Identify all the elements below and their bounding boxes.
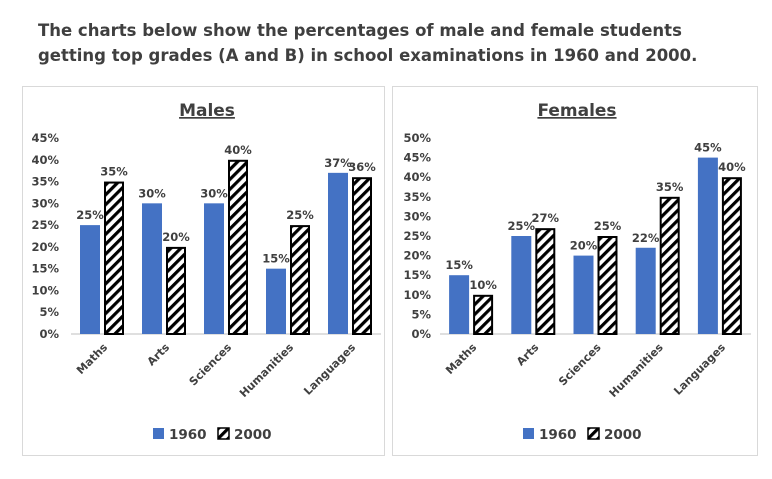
y-tick-label: 35% [31,175,59,189]
y-tick-label: 40% [403,170,431,184]
data-label-1960: 30% [200,186,228,200]
bar-1960-maths [80,225,100,334]
data-label-2000: 35% [100,165,128,179]
bar-2000-sciences [597,236,618,335]
legend-label-1960: 1960 [169,427,207,443]
y-tick-label: 40% [31,153,59,167]
y-tick-label: 25% [403,229,431,243]
y-tick-label: 5% [39,305,59,319]
data-label-1960: 22% [632,231,660,245]
x-category-label: Arts [145,341,173,369]
data-label-2000: 35% [656,180,684,194]
legend-label-2000: 2000 [604,427,642,443]
y-tick-label: 45% [31,131,59,145]
y-tick-label: 45% [403,151,431,165]
legend-swatch-1960 [153,428,164,439]
x-category-label: Maths [74,341,110,377]
females-chart-panel: Females 0% 5% 10% 15% 20% 25% 30% 35% 40% 45% 50% 15… [392,86,758,456]
y-tick-label: 15% [403,268,431,282]
data-label-1960: 37% [324,156,352,170]
bar-1960-languages [697,157,718,334]
data-label-2000: 40% [718,160,746,174]
y-tick-label: 20% [31,240,59,254]
data-label-1960: 45% [694,141,722,155]
bar-1960-sciences [573,255,594,334]
bar-1960-maths [449,275,470,334]
data-label-2000: 27% [532,211,560,225]
bar-2000-maths [104,181,124,335]
females-chart-title: Females [537,101,616,121]
y-tick-label: 30% [31,196,59,210]
data-label-1960: 30% [138,186,166,200]
data-label-2000: 36% [348,160,376,174]
y-tick-label: 15% [31,262,59,276]
bar-1960-arts [511,236,532,334]
x-category-label: Humanities [607,341,666,400]
bar-2000-maths [473,294,494,336]
y-tick-label: 10% [31,283,59,297]
x-category-label: Sciences [187,341,235,389]
bar-1960-arts [142,203,162,334]
data-label-1960: 25% [76,208,104,222]
x-category-label: Arts [514,341,542,369]
y-tick-label: 5% [411,307,431,321]
y-tick-label: 0% [39,327,59,341]
bar-1960-languages [328,172,348,334]
x-category-label: Sciences [556,341,604,389]
bar-2000-languages [352,177,372,335]
x-category-label: Maths [443,341,479,377]
males-chart-panel: Males 0% 5% 10% 15% 20% 25% 30% 35% 40% 45% 25% 35% M… [22,86,385,456]
legend-label-2000: 2000 [234,427,272,443]
females-chart: Females 0% 5% 10% 15% 20% 25% 30% 35% 40% 45% 50% 15… [403,101,751,443]
data-label-2000: 40% [224,143,252,157]
y-tick-label: 10% [403,288,431,302]
y-tick-label: 50% [403,131,431,145]
data-label-2000: 25% [594,219,622,233]
data-label-1960: 20% [570,239,598,253]
legend-swatch-2000 [217,427,230,440]
data-label-2000: 10% [469,278,497,292]
y-tick-label: 25% [31,218,59,232]
y-tick-label: 35% [403,190,431,204]
bar-1960-sciences [204,203,224,334]
bar-2000-arts [166,246,186,335]
page-title: The charts below show the percentages of… [38,21,698,65]
bar-2000-humanities [659,196,680,335]
bar-2000-humanities [290,225,310,335]
bar-2000-sciences [228,159,248,336]
males-chart: Males 0% 5% 10% 15% 20% 25% 30% 35% 40% 45% 25% 35% M… [31,101,381,443]
x-category-label: Humanities [237,341,296,400]
y-tick-label: 20% [403,249,431,263]
bar-2000-arts [535,228,556,335]
legend-label-1960: 1960 [539,427,577,443]
legend-swatch-2000 [587,427,600,440]
bar-2000-languages [721,177,742,335]
males-chart-title: Males [179,101,235,121]
bar-1960-humanities [635,247,656,334]
legend-swatch-1960 [523,428,534,439]
y-tick-label: 30% [403,209,431,223]
data-label-2000: 20% [162,230,190,244]
bar-1960-humanities [266,268,286,334]
data-label-2000: 25% [286,208,314,222]
data-label-1960: 15% [445,258,473,272]
x-category-label: Languages [671,341,728,398]
data-label-1960: 15% [262,252,290,266]
y-tick-label: 0% [411,327,431,341]
x-category-label: Languages [301,341,358,398]
data-label-1960: 25% [508,219,536,233]
